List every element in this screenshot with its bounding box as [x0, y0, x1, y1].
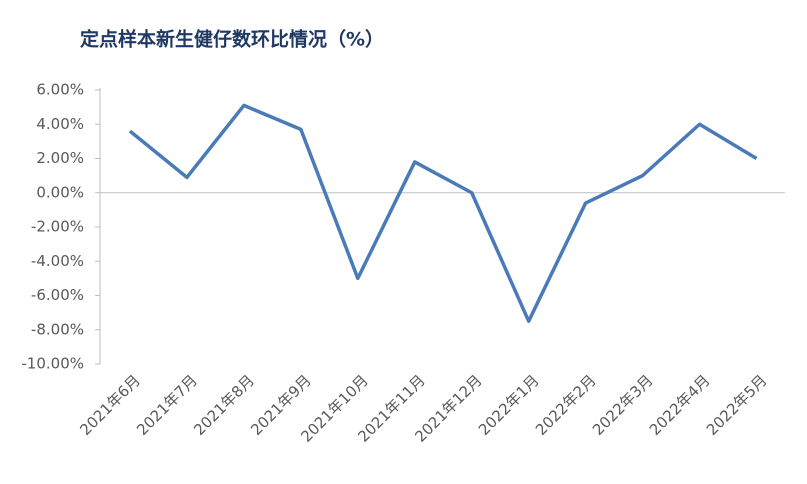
y-tick-label: -2.00%	[31, 218, 84, 236]
y-tick-label: -10.00%	[21, 355, 84, 373]
y-tick-label: 4.00%	[36, 115, 84, 133]
x-tick-label: 2021年6月	[76, 371, 144, 439]
x-tick-label: 2022年1月	[475, 371, 543, 439]
chart-title: 定点样本新生健仔数环比情况（%）	[80, 28, 384, 51]
y-tick-label: 2.00%	[36, 149, 84, 167]
x-tick-label: 2022年5月	[703, 371, 771, 439]
x-tick-label: 2022年4月	[646, 371, 714, 439]
x-tick-label: 2022年2月	[532, 371, 600, 439]
y-tick-label: 0.00%	[36, 183, 84, 201]
y-tick-label: -4.00%	[31, 252, 84, 270]
x-tick-label: 2021年7月	[133, 371, 201, 439]
y-tick-label: -6.00%	[31, 286, 84, 304]
y-tick-label: -8.00%	[31, 320, 84, 338]
data-line	[128, 103, 758, 323]
x-tick-label: 2022年3月	[589, 371, 657, 439]
y-tick-label: 6.00%	[36, 81, 84, 99]
x-tick-label: 2021年8月	[190, 371, 258, 439]
